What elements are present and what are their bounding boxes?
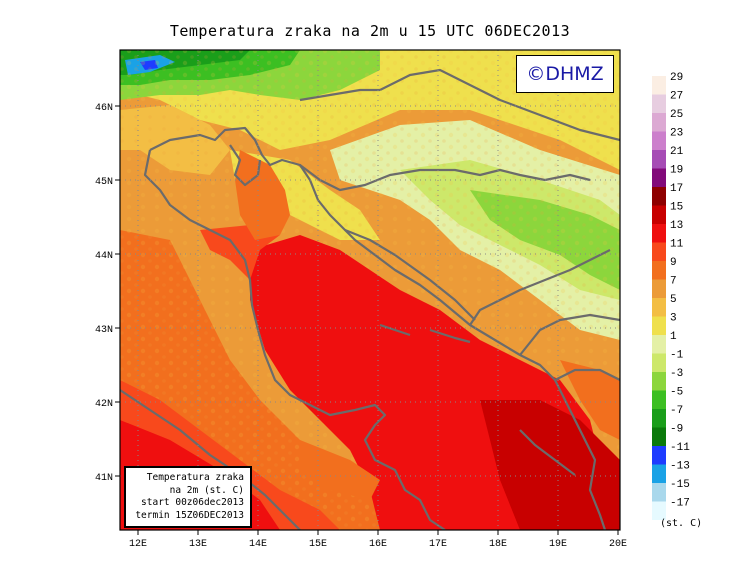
- legend-swatch: [652, 205, 666, 224]
- legend-swatch: [652, 298, 666, 317]
- lon-label: 17E: [429, 539, 447, 550]
- legend-label: -15: [670, 479, 690, 491]
- legend-label: 5: [670, 294, 677, 306]
- legend-label: -17: [670, 498, 690, 510]
- legend-label: 19: [670, 165, 683, 177]
- lat-label: 44N: [95, 251, 113, 262]
- legend-swatch: [652, 94, 666, 113]
- legend-label: -9: [670, 424, 683, 436]
- lon-label: 19E: [549, 539, 567, 550]
- legend-swatch: [652, 409, 666, 428]
- dhmz-logo: ©DHMZ: [516, 55, 614, 93]
- legend-swatch: [652, 131, 666, 150]
- map-frame: [119, 49, 621, 531]
- legend-label: 27: [670, 91, 683, 103]
- lat-label: 46N: [95, 103, 113, 114]
- legend-swatch: [652, 261, 666, 280]
- legend-label: 29: [670, 72, 683, 84]
- legend-swatch: [652, 464, 666, 483]
- legend-swatch: [652, 372, 666, 391]
- coastlines: [120, 68, 620, 530]
- legend-swatch: [652, 187, 666, 206]
- legend-label: 15: [670, 202, 683, 214]
- legend-label: 23: [670, 128, 683, 140]
- legend-label: -5: [670, 387, 683, 399]
- info-line: start 00z06dec2013: [141, 497, 244, 508]
- legend-swatch: [652, 150, 666, 169]
- legend-label: -1: [670, 350, 684, 362]
- lon-label: 12E: [129, 539, 147, 550]
- legend-swatch: [652, 483, 666, 502]
- legend-swatch: [652, 224, 666, 243]
- legend-swatch: [652, 427, 666, 446]
- legend-label: -11: [670, 442, 690, 454]
- lon-label: 20E: [609, 539, 627, 550]
- legend-label: 3: [670, 313, 677, 325]
- axis-ticks: [115, 105, 619, 535]
- graticule: [120, 50, 620, 530]
- legend-label: 17: [670, 183, 683, 195]
- legend-label: 25: [670, 109, 683, 121]
- legend-label: -13: [670, 461, 690, 473]
- legend-swatch: [652, 76, 666, 95]
- lat-label: 41N: [95, 473, 113, 484]
- legend-label: 7: [670, 276, 677, 288]
- legend-label: 21: [670, 146, 684, 158]
- lon-label: 18E: [489, 539, 507, 550]
- legend-swatch: [652, 168, 666, 187]
- legend-unit: (st. C): [660, 518, 703, 529]
- legend-swatch: [652, 316, 666, 335]
- legend-label: 9: [670, 257, 677, 269]
- temperature-field: [120, 50, 620, 530]
- legend-swatch: [652, 335, 666, 354]
- legend-swatch: [652, 113, 666, 132]
- lat-label: 43N: [95, 325, 113, 336]
- legend-swatch: [652, 446, 666, 465]
- lon-labels: 12E 13E 14E 15E 16E 17E 18E 19E 20E: [129, 539, 627, 550]
- lat-label: 42N: [95, 399, 113, 410]
- lat-labels: 46N 45N 44N 43N 42N 41N: [95, 103, 113, 484]
- legend-swatch: [652, 501, 666, 520]
- info-box: Temperatura zraka na 2m (st. C) start 00…: [124, 466, 252, 528]
- lon-label: 14E: [249, 539, 267, 550]
- info-line: Temperatura zraka: [146, 472, 244, 483]
- lon-label: 16E: [369, 539, 387, 550]
- legend-label: 1: [670, 331, 677, 343]
- info-line: na 2m (st. C): [169, 484, 244, 496]
- legend-swatch: [652, 390, 666, 409]
- legend-label: -7: [670, 405, 683, 417]
- legend-swatch: [652, 242, 666, 261]
- lat-label: 45N: [95, 177, 113, 188]
- legend-swatch: [652, 279, 666, 298]
- legend-label: -3: [670, 368, 683, 380]
- legend-label: 13: [670, 220, 683, 232]
- lon-label: 13E: [189, 539, 207, 550]
- lon-label: 15E: [309, 539, 327, 550]
- legend-label: 11: [670, 239, 684, 251]
- info-line: termin 15Z06DEC2013: [135, 509, 244, 521]
- map-title: Temperatura zraka na 2m u 15 UTC 06DEC20…: [169, 22, 571, 40]
- legend-swatch: [652, 353, 666, 372]
